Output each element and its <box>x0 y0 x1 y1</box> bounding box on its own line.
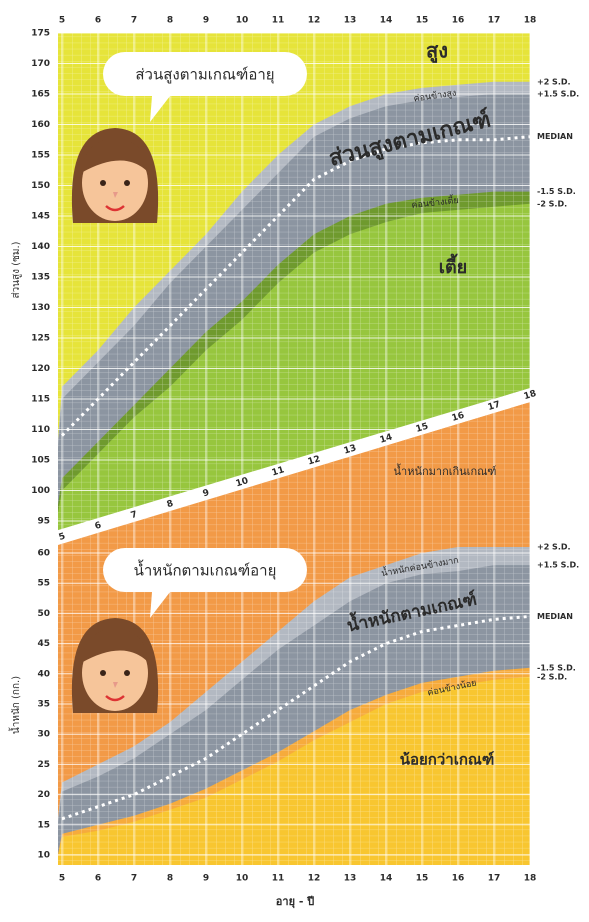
y-axis-title: น้ำหนัก (กก.) <box>8 676 22 734</box>
chart-title: น้ำหนักตามเกณฑ์อายุ <box>134 560 277 581</box>
y-tick-label: 45 <box>37 639 50 649</box>
age-strip-label: 7 <box>130 510 139 521</box>
y-tick-label: 40 <box>37 669 50 679</box>
y-tick-label: 130 <box>31 303 50 313</box>
x-tick-label: 17 <box>488 874 501 884</box>
x-tick-label: 11 <box>272 16 285 26</box>
x-tick-label: 6 <box>95 874 101 884</box>
y-tick-label: 10 <box>37 851 50 861</box>
series-label: -1.5 S.D. <box>537 663 576 672</box>
x-tick-label: 18 <box>524 874 537 884</box>
zone-annotation: สูง <box>426 39 448 65</box>
x-tick-label: 15 <box>416 874 429 884</box>
age-strip-label: 8 <box>166 499 175 510</box>
y-tick-label: 125 <box>31 334 50 344</box>
age-strip-label: 15 <box>415 422 430 435</box>
age-strip-label: 6 <box>94 521 103 532</box>
y-tick-label: 120 <box>31 364 50 374</box>
x-tick-label: 16 <box>452 874 465 884</box>
x-tick-label: 10 <box>236 874 249 884</box>
x-tick-label: 9 <box>203 874 209 884</box>
age-strip-label: 10 <box>235 476 250 489</box>
y-tick-label: 165 <box>31 90 50 100</box>
chart-title: ส่วนสูงตามเกณฑ์อายุ <box>135 66 274 85</box>
x-tick-label: 14 <box>380 874 393 884</box>
x-tick-label: 11 <box>272 874 285 884</box>
zone-annotation: น้ำหนักมากเกินเกณฑ์ <box>394 463 497 478</box>
age-strip-label: 17 <box>487 400 502 413</box>
y-tick-label: 50 <box>37 609 50 619</box>
girl-face <box>71 128 159 223</box>
y-tick-label: 105 <box>31 456 50 466</box>
girl-face <box>71 618 159 713</box>
age-strip-label: 16 <box>451 411 466 424</box>
series-label: +1.5 S.D. <box>537 561 579 570</box>
zone-annotation: น้อยกว่าเกณฑ์ <box>400 751 495 769</box>
y-tick-label: 140 <box>31 242 50 252</box>
series-label: +2 S.D. <box>537 77 571 86</box>
x-axis-title: อายุ - ปี <box>276 895 314 909</box>
y-tick-label: 95 <box>37 517 50 527</box>
x-tick-label: 7 <box>131 874 137 884</box>
age-strip <box>55 388 530 545</box>
x-tick-label: 15 <box>416 16 429 26</box>
x-tick-label: 7 <box>131 16 137 26</box>
age-strip-label: 11 <box>271 465 286 478</box>
y-tick-label: 20 <box>37 790 50 800</box>
x-tick-label: 16 <box>452 16 465 26</box>
x-tick-label: 12 <box>308 874 321 884</box>
x-tick-label: 8 <box>167 874 173 884</box>
x-tick-label: 6 <box>95 16 101 26</box>
series-label: MEDIAN <box>537 132 573 141</box>
series-label: -1.5 S.D. <box>537 187 576 196</box>
age-strip-label: 12 <box>307 454 322 467</box>
y-tick-label: 55 <box>37 579 50 589</box>
y-tick-label: 115 <box>31 395 50 405</box>
y-tick-label: 15 <box>37 820 50 830</box>
y-tick-label: 170 <box>31 59 50 69</box>
x-tick-label: 13 <box>344 874 357 884</box>
y-tick-label: 60 <box>37 549 50 559</box>
series-label: -2 S.D. <box>537 672 567 681</box>
height-bubble: ส่วนสูงตามเกณฑ์อายุ <box>103 52 307 122</box>
age-strip-label: 13 <box>343 443 358 456</box>
y-tick-label: 155 <box>31 151 50 161</box>
series-label: +2 S.D. <box>537 542 571 551</box>
x-tick-label: 5 <box>59 874 65 884</box>
y-axis-title: ส่วนสูง (ซม.) <box>11 241 22 298</box>
y-tick-label: 135 <box>31 273 50 283</box>
age-strip-label: 14 <box>379 432 394 445</box>
y-tick-label: 110 <box>31 425 50 435</box>
series-label: MEDIAN <box>537 612 573 621</box>
y-tick-label: 160 <box>31 120 50 130</box>
x-tick-label: 12 <box>308 16 321 26</box>
x-tick-label: 5 <box>59 16 65 26</box>
x-tick-label: 8 <box>167 16 173 26</box>
y-tick-label: 150 <box>31 181 50 191</box>
x-tick-label: 18 <box>524 16 537 26</box>
y-tick-label: 145 <box>31 212 50 222</box>
x-tick-label: 10 <box>236 16 249 26</box>
age-strip-label: 18 <box>523 389 538 402</box>
weight-bubble: น้ำหนักตามเกณฑ์อายุ <box>103 548 307 618</box>
series-label: +1.5 S.D. <box>537 90 579 99</box>
age-strip-label: 5 <box>58 532 67 543</box>
x-tick-label: 14 <box>380 16 393 26</box>
y-tick-label: 25 <box>37 760 50 770</box>
y-tick-label: 30 <box>37 730 50 740</box>
zone-annotation: เตี้ย <box>439 253 467 278</box>
x-tick-label: 17 <box>488 16 501 26</box>
y-tick-label: 175 <box>31 29 50 39</box>
x-tick-label: 13 <box>344 16 357 26</box>
age-strip-label: 9 <box>202 488 211 499</box>
y-tick-label: 100 <box>31 486 50 496</box>
x-tick-label: 9 <box>203 16 209 26</box>
y-tick-label: 35 <box>37 700 50 710</box>
series-label: -2 S.D. <box>537 199 567 208</box>
